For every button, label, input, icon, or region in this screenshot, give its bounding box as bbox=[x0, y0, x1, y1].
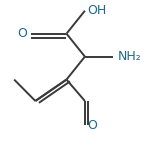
Text: OH: OH bbox=[88, 4, 107, 17]
Text: O: O bbox=[17, 27, 27, 40]
Text: O: O bbox=[88, 119, 98, 132]
Text: NH₂: NH₂ bbox=[117, 50, 141, 63]
